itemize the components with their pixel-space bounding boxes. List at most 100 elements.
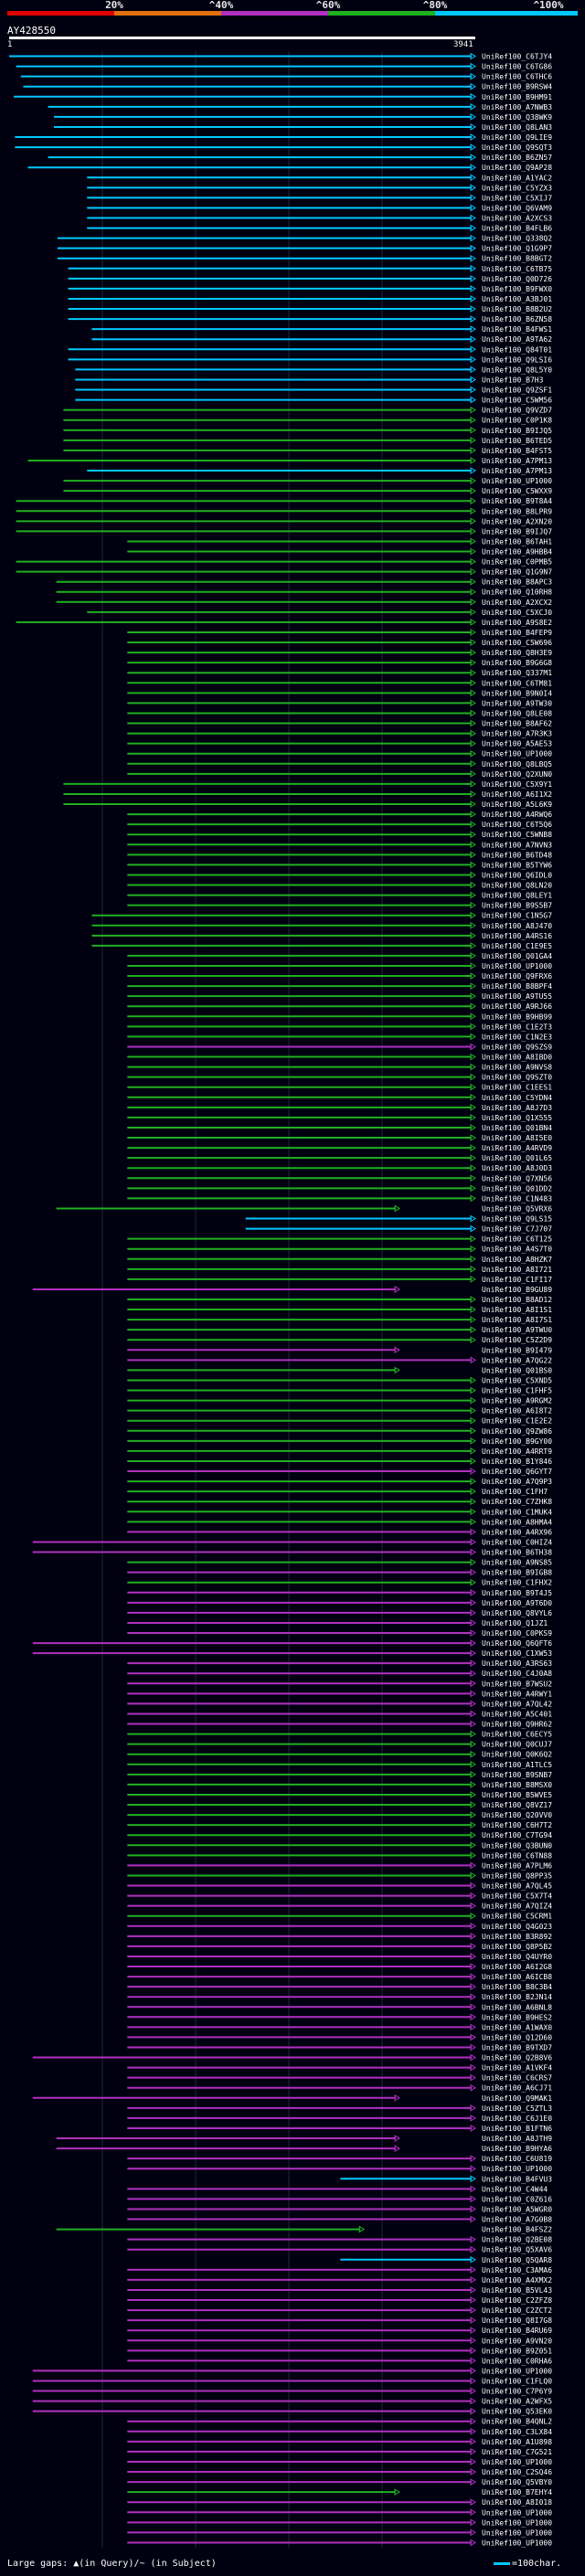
hit-label[interactable]: UniRef100_A9TU55 [482, 992, 552, 1001]
hit-label[interactable]: UniRef100_Q8VYL6 [482, 1609, 552, 1617]
hit-row[interactable]: UniRef100_B4FEP9 [127, 629, 552, 637]
hit-row[interactable]: UniRef100_A1WAX0 [127, 2023, 552, 2031]
hit-row[interactable]: UniRef100_UP1000 [32, 2367, 552, 2375]
hit-row[interactable]: UniRef100_Q8LN20 [127, 882, 552, 890]
hit-label[interactable]: UniRef100_A9TW30 [482, 699, 552, 707]
hit-row[interactable]: UniRef100_Q9LIE9 [15, 133, 552, 142]
hit-label[interactable]: UniRef100_B4FVU3 [482, 2175, 552, 2183]
hit-row[interactable]: UniRef100_C6ECY5 [127, 1731, 552, 1739]
hit-row[interactable]: UniRef100_A5C401 [127, 1710, 552, 1718]
hit-row[interactable]: UniRef100_Q20VV0 [127, 1811, 552, 1819]
hit-label[interactable]: UniRef100_B7EHY4 [482, 2488, 552, 2496]
hit-label[interactable]: UniRef100_Q8H3E9 [482, 649, 552, 657]
hit-label[interactable]: UniRef100_C2SQ46 [482, 2468, 552, 2476]
hit-row[interactable]: UniRef100_B9GY00 [127, 1437, 552, 1446]
hit-label[interactable]: UniRef100_C1EES1 [482, 1084, 552, 1092]
hit-label[interactable]: UniRef100_UP1000 [482, 2165, 552, 2173]
hit-row[interactable]: UniRef100_A9TW30 [127, 699, 552, 707]
hit-row[interactable]: UniRef100_B9RSW4 [23, 83, 552, 91]
hit-row[interactable]: UniRef100_Q9SZT0 [127, 1074, 552, 1082]
hit-label[interactable]: UniRef100_B9S5B7 [482, 902, 552, 910]
hit-row[interactable]: UniRef100_UP1000 [127, 2528, 552, 2537]
hit-label[interactable]: UniRef100_B6TH38 [482, 1549, 552, 1557]
hit-label[interactable]: UniRef100_C7TG94 [482, 1831, 552, 1839]
hit-label[interactable]: UniRef100_A7G0B8 [482, 2216, 552, 2224]
hit-row[interactable]: UniRef100_Q10RH8 [56, 588, 553, 597]
hit-label[interactable]: UniRef100_Q5QAR8 [482, 2256, 552, 2264]
hit-label[interactable]: UniRef100_B9IGB8 [482, 1569, 552, 1577]
hit-row[interactable]: UniRef100_C5CRM1 [127, 1913, 552, 1921]
hit-label[interactable]: UniRef100_Q53EK0 [482, 2408, 552, 2416]
hit-row[interactable]: UniRef100_A8J470 [91, 922, 552, 930]
hit-label[interactable]: UniRef100_A7QIZ4 [482, 1903, 552, 1911]
hit-row[interactable]: UniRef100_B9T8A4 [16, 497, 553, 505]
hit-label[interactable]: UniRef100_C5YZX3 [482, 184, 552, 192]
hit-row[interactable]: UniRef100_C0HIZ4 [32, 1538, 552, 1546]
hit-row[interactable]: UniRef100_C5ZTL3 [127, 2104, 552, 2113]
hit-label[interactable]: UniRef100_C1MUK4 [482, 1508, 552, 1516]
hit-label[interactable]: UniRef100_A2WFX5 [482, 2398, 552, 2406]
hit-label[interactable]: UniRef100_Q01DD2 [482, 1184, 552, 1193]
hit-row[interactable]: UniRef100_Q8LE08 [127, 709, 552, 717]
hit-label[interactable]: UniRef100_B4QNL2 [482, 2418, 552, 2426]
hit-row[interactable]: UniRef100_A7QL45 [127, 1882, 552, 1891]
hit-row[interactable]: UniRef100_A7QG22 [127, 1356, 552, 1364]
hit-row[interactable]: UniRef100_C1N2E3 [127, 1033, 552, 1041]
hit-row[interactable]: UniRef100_C6H7T2 [127, 1821, 552, 1829]
hit-row[interactable]: UniRef100_A6I1X2 [63, 790, 552, 799]
hit-label[interactable]: UniRef100_A1TLC5 [482, 1761, 552, 1769]
hit-row[interactable]: UniRef100_B4FWS1 [91, 325, 552, 334]
hit-label[interactable]: UniRef100_A5AE53 [482, 740, 552, 748]
hit-label[interactable]: UniRef100_UP1000 [482, 2458, 552, 2466]
hit-label[interactable]: UniRef100_C6THC6 [482, 73, 552, 81]
hit-label[interactable]: UniRef100_B1FTN6 [482, 2125, 552, 2133]
hit-row[interactable]: UniRef100_C6U819 [127, 2155, 552, 2163]
hit-label[interactable]: UniRef100_C0HIZ4 [482, 1538, 552, 1546]
hit-row[interactable]: UniRef100_A8JTH9 [56, 2135, 553, 2143]
hit-row[interactable]: UniRef100_C5XND5 [127, 1376, 552, 1384]
hit-label[interactable]: UniRef100_Q9LS15 [482, 1215, 552, 1224]
hit-row[interactable]: UniRef100_C1FI17 [127, 1276, 552, 1284]
hit-label[interactable]: UniRef100_Q0K6Q2 [482, 1751, 552, 1759]
hit-row[interactable]: UniRef100_Q12D60 [127, 2033, 552, 2041]
hit-label[interactable]: UniRef100_Q10RH8 [482, 588, 552, 597]
hit-row[interactable]: UniRef100_C5W696 [127, 639, 552, 647]
hit-label[interactable]: UniRef100_B4RU69 [482, 2327, 552, 2335]
hit-label[interactable]: UniRef100_Q1G9N7 [482, 568, 552, 577]
hit-row[interactable]: UniRef100_B9S5B7 [127, 902, 552, 910]
hit-label[interactable]: UniRef100_A9NS85 [482, 1559, 552, 1567]
hit-row[interactable]: UniRef100_A4XMX2 [127, 2276, 552, 2284]
hit-row[interactable]: UniRef100_A4RX96 [127, 1528, 552, 1536]
hit-row[interactable]: UniRef100_B8C3B4 [127, 1983, 552, 1991]
hit-row[interactable]: UniRef100_A1TLC5 [127, 1761, 552, 1769]
hit-label[interactable]: UniRef100_B6TED5 [482, 437, 552, 445]
hit-label[interactable]: UniRef100_Q9FRX6 [482, 972, 552, 981]
hit-row[interactable]: UniRef100_C5XCJ0 [87, 609, 552, 617]
hit-row[interactable]: UniRef100_C1FLQ0 [32, 2377, 552, 2385]
hit-row[interactable]: UniRef100_B4FVU3 [340, 2175, 552, 2183]
hit-label[interactable]: UniRef100_C5XND5 [482, 1376, 552, 1384]
hit-label[interactable]: UniRef100_A8J7D3 [482, 1104, 552, 1112]
hit-label[interactable]: UniRef100_A6I1X2 [482, 790, 552, 799]
hit-row[interactable]: UniRef100_A8IBD0 [127, 1054, 552, 1062]
hit-row[interactable]: UniRef100_Q8H3E9 [127, 649, 552, 657]
hit-row[interactable]: UniRef100_C1FHF5 [127, 1387, 552, 1395]
hit-row[interactable]: UniRef100_B8APC3 [56, 578, 553, 587]
hit-label[interactable]: UniRef100_C7P6Y9 [482, 2388, 552, 2396]
hit-label[interactable]: UniRef100_Q8VZ17 [482, 1801, 552, 1809]
hit-label[interactable]: UniRef100_C5WXX9 [482, 487, 552, 495]
hit-row[interactable]: UniRef100_UP1000 [127, 750, 552, 758]
hit-row[interactable]: UniRef100_Q01BN4 [127, 1124, 552, 1132]
hit-label[interactable]: UniRef100_A8HMA4 [482, 1518, 552, 1526]
hit-label[interactable]: UniRef100_C1E9E5 [482, 942, 552, 950]
hit-label[interactable]: UniRef100_Q4G023 [482, 1923, 552, 1931]
hit-label[interactable]: UniRef100_B8MSX0 [482, 1781, 552, 1789]
hit-label[interactable]: UniRef100_C6CRS7 [482, 2074, 552, 2083]
hit-row[interactable]: UniRef100_Q8VZ17 [127, 1801, 552, 1809]
hit-row[interactable]: UniRef100_C1E9E5 [91, 942, 552, 950]
hit-label[interactable]: UniRef100_B9T4J5 [482, 1589, 552, 1597]
hit-label[interactable]: UniRef100_C1FHX2 [482, 1579, 552, 1587]
hit-label[interactable]: UniRef100_A8I1S1 [482, 1306, 552, 1314]
hit-label[interactable]: UniRef100_C5XCJ0 [482, 609, 552, 617]
hit-label[interactable]: UniRef100_Q6QFT6 [482, 1639, 552, 1648]
